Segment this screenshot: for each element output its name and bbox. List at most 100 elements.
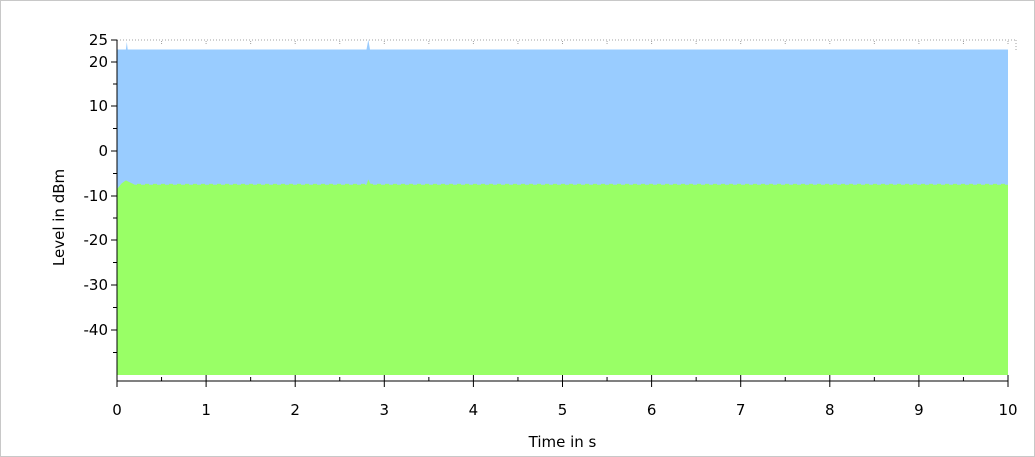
ripple-mark bbox=[905, 183, 909, 186]
ripple-mark bbox=[481, 183, 485, 186]
ripple-mark bbox=[609, 183, 613, 186]
ripple-mark bbox=[881, 183, 885, 186]
ripple-mark bbox=[937, 183, 941, 186]
y-tick-label: -40 bbox=[84, 321, 109, 339]
ripple-mark bbox=[649, 183, 653, 186]
x-tick-label: 4 bbox=[469, 401, 479, 419]
ripple-mark bbox=[393, 183, 397, 186]
y-tick-label: -30 bbox=[84, 276, 109, 294]
ripple-mark bbox=[697, 183, 701, 186]
y-axis-label: Level in dBm bbox=[50, 169, 68, 266]
ripple-mark bbox=[585, 183, 589, 186]
ripple-mark bbox=[337, 183, 341, 186]
band-boundary-ripple bbox=[129, 183, 1005, 186]
x-tick-label: 3 bbox=[380, 401, 390, 419]
ripple-mark bbox=[201, 183, 205, 186]
ripple-mark bbox=[777, 183, 781, 186]
ripple-mark bbox=[449, 183, 453, 186]
y-tick-label: 20 bbox=[89, 53, 108, 71]
ripple-mark bbox=[529, 183, 533, 186]
ripple-mark bbox=[785, 183, 789, 186]
ripple-mark bbox=[473, 183, 477, 186]
ripple-mark bbox=[305, 183, 309, 186]
ripple-mark bbox=[681, 183, 685, 186]
ripple-mark bbox=[625, 183, 629, 186]
y-tick-label: -10 bbox=[84, 187, 109, 205]
ripple-mark bbox=[929, 183, 933, 186]
x-tick-label: 6 bbox=[647, 401, 657, 419]
ripple-mark bbox=[809, 183, 813, 186]
ripple-mark bbox=[577, 183, 581, 186]
ripple-mark bbox=[249, 183, 253, 186]
ripple-mark bbox=[353, 183, 357, 186]
y-tick-label: 0 bbox=[98, 142, 108, 160]
ripple-mark bbox=[705, 183, 709, 186]
ripple-mark bbox=[833, 183, 837, 186]
ripple-mark bbox=[401, 183, 405, 186]
ripple-mark bbox=[177, 183, 181, 186]
ripple-mark bbox=[425, 183, 429, 186]
ripple-mark bbox=[849, 183, 853, 186]
ripple-mark bbox=[345, 183, 349, 186]
ripple-mark bbox=[329, 183, 333, 186]
ripple-mark bbox=[169, 183, 173, 186]
ripple-mark bbox=[433, 183, 437, 186]
ripple-mark bbox=[913, 183, 917, 186]
ripple-mark bbox=[897, 183, 901, 186]
ripple-mark bbox=[801, 183, 805, 186]
ripple-mark bbox=[193, 183, 197, 186]
ripple-mark bbox=[657, 183, 661, 186]
ripple-mark bbox=[377, 183, 381, 186]
ripple-mark bbox=[361, 183, 365, 186]
ripple-mark bbox=[409, 183, 413, 186]
ripple-mark bbox=[561, 183, 565, 186]
ripple-mark bbox=[641, 183, 645, 186]
ripple-mark bbox=[593, 183, 597, 186]
ripple-mark bbox=[737, 183, 741, 186]
ripple-mark bbox=[129, 183, 133, 186]
ripple-mark bbox=[713, 183, 717, 186]
ripple-mark bbox=[977, 183, 981, 186]
ripple-mark bbox=[281, 183, 285, 186]
ripple-mark bbox=[945, 183, 949, 186]
ripple-mark bbox=[233, 183, 237, 186]
ripple-mark bbox=[513, 183, 517, 186]
lower-band-area bbox=[117, 179, 1008, 375]
x-tick-label: 10 bbox=[998, 401, 1017, 419]
ripple-mark bbox=[489, 183, 493, 186]
ripple-mark bbox=[729, 183, 733, 186]
ripple-mark bbox=[209, 183, 213, 186]
ripple-mark bbox=[537, 183, 541, 186]
ripple-mark bbox=[521, 183, 525, 186]
ripple-mark bbox=[273, 183, 277, 186]
ripple-mark bbox=[225, 183, 229, 186]
ripple-mark bbox=[265, 183, 269, 186]
ripple-mark bbox=[417, 183, 421, 186]
ripple-mark bbox=[241, 183, 245, 186]
x-tick-label: 5 bbox=[558, 401, 568, 419]
ripple-mark bbox=[817, 183, 821, 186]
ripple-mark bbox=[825, 183, 829, 186]
ripple-mark bbox=[617, 183, 621, 186]
ripple-mark bbox=[969, 183, 973, 186]
ripple-mark bbox=[953, 183, 957, 186]
ripple-mark bbox=[553, 183, 557, 186]
x-tick-label: 1 bbox=[201, 401, 211, 419]
ripple-mark bbox=[753, 183, 757, 186]
ripple-mark bbox=[185, 183, 189, 186]
x-tick-label: 8 bbox=[825, 401, 835, 419]
ripple-mark bbox=[289, 183, 293, 186]
ripple-mark bbox=[369, 183, 373, 186]
ripple-mark bbox=[441, 183, 445, 186]
y-tick-label: -20 bbox=[84, 231, 109, 249]
ripple-mark bbox=[745, 183, 749, 186]
ripple-mark bbox=[257, 183, 261, 186]
ripple-mark bbox=[961, 183, 965, 186]
ripple-mark bbox=[569, 183, 573, 186]
ripple-mark bbox=[793, 183, 797, 186]
y-tick-label: 10 bbox=[89, 97, 108, 115]
ripple-mark bbox=[457, 183, 461, 186]
ripple-mark bbox=[761, 183, 765, 186]
ripple-mark bbox=[313, 183, 317, 186]
